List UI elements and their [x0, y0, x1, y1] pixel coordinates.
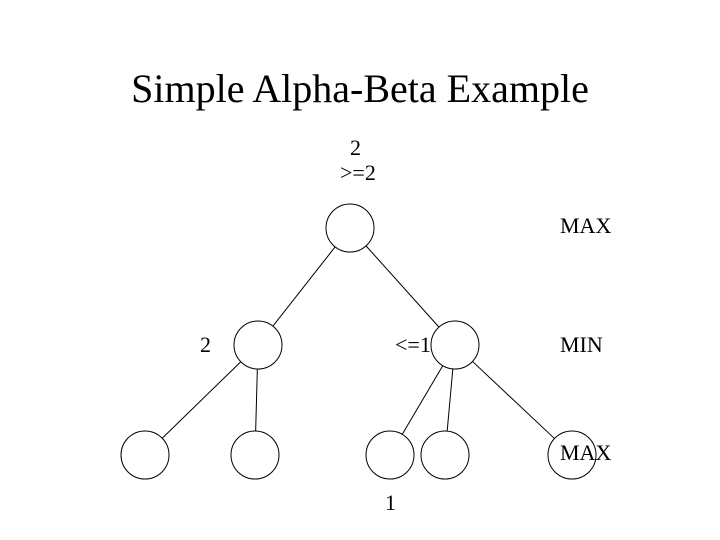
edge: [402, 366, 443, 435]
tree-node: [326, 204, 374, 252]
edge: [447, 369, 453, 431]
min-left-value-label: 2: [200, 332, 211, 358]
tree-node: [121, 431, 169, 479]
tree-node: [421, 431, 469, 479]
tree-node: [231, 431, 279, 479]
edge: [472, 361, 554, 438]
min-right-value-label: <=1: [395, 332, 431, 358]
edge: [366, 246, 439, 327]
leaf-value-label: 1: [385, 490, 396, 516]
level-label-min: MIN: [560, 332, 603, 358]
edge: [273, 247, 335, 326]
tree-node: [431, 321, 479, 369]
diagram-canvas: Simple Alpha-Beta Example 2 >=2 MAX 2 <=…: [0, 0, 720, 540]
level-label-max-bot: MAX: [560, 440, 611, 466]
level-label-max-top: MAX: [560, 213, 611, 239]
edge: [256, 369, 258, 431]
edge: [162, 362, 241, 439]
tree-svg: [0, 0, 720, 540]
tree-node: [366, 431, 414, 479]
root-value-label: 2: [350, 135, 361, 161]
tree-node: [234, 321, 282, 369]
root-bound-label: >=2: [340, 160, 376, 186]
